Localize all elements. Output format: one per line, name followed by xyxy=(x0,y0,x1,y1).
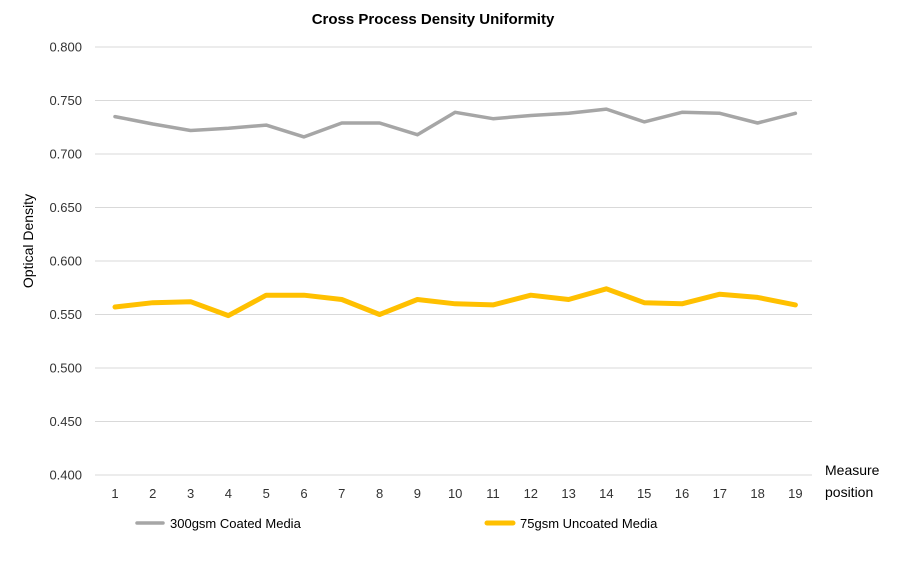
y-tick-label: 0.600 xyxy=(49,254,82,269)
series-lines xyxy=(112,107,798,319)
series-line-1 xyxy=(113,107,798,139)
x-tick-label: 11 xyxy=(486,486,500,501)
x-tick-label: 16 xyxy=(675,486,689,501)
legend-label: 300gsm Coated Media xyxy=(170,516,302,531)
chart-title: Cross Process Density Uniformity xyxy=(312,11,555,28)
y-tick-label: 0.650 xyxy=(49,200,82,215)
y-axis-ticks: 0.400 0.450 0.500 0.550 0.600 0.650 0.700 0.750… xyxy=(49,40,82,483)
y-tick-label: 0.450 xyxy=(49,414,82,429)
x-tick-label: 19 xyxy=(788,486,802,501)
x-tick-label: 1 xyxy=(111,486,118,501)
x-tick-label: 5 xyxy=(263,486,270,501)
legend: 300gsm Coated Media 75gsm Uncoated Media xyxy=(135,516,658,531)
x-axis-label-line-1: Measure xyxy=(825,462,880,478)
x-tick-label: 8 xyxy=(376,486,383,501)
x-tick-label: 6 xyxy=(300,486,307,501)
x-axis-label-line-2: position xyxy=(825,484,873,500)
x-axis-ticks: 1 2 3 4 5 6 7 8 9 10 11 12 13 14 15 16 17 18 19 xyxy=(111,486,802,501)
gridlines xyxy=(95,46,812,476)
x-tick-label: 14 xyxy=(599,486,613,501)
x-tick-label: 12 xyxy=(524,486,538,501)
y-tick-label: 0.400 xyxy=(49,468,82,483)
y-axis-label: Optical Density xyxy=(20,194,36,288)
x-tick-label: 7 xyxy=(338,486,345,501)
x-tick-label: 18 xyxy=(750,486,764,501)
y-tick-label: 0.500 xyxy=(49,361,82,376)
x-tick-label: 3 xyxy=(187,486,194,501)
y-tick-label: 0.700 xyxy=(49,147,82,162)
x-tick-label: 15 xyxy=(637,486,651,501)
x-tick-label: 17 xyxy=(713,486,727,501)
x-tick-label: 13 xyxy=(561,486,575,501)
x-tick-label: 4 xyxy=(225,486,232,501)
y-tick-label: 0.550 xyxy=(49,307,82,322)
y-tick-label: 0.800 xyxy=(49,40,82,55)
series-line-2 xyxy=(112,286,798,319)
legend-label: 75gsm Uncoated Media xyxy=(520,516,658,531)
x-tick-label: 2 xyxy=(149,486,156,501)
x-tick-label: 10 xyxy=(448,486,462,501)
y-tick-label: 0.750 xyxy=(49,93,82,108)
x-tick-label: 9 xyxy=(414,486,421,501)
